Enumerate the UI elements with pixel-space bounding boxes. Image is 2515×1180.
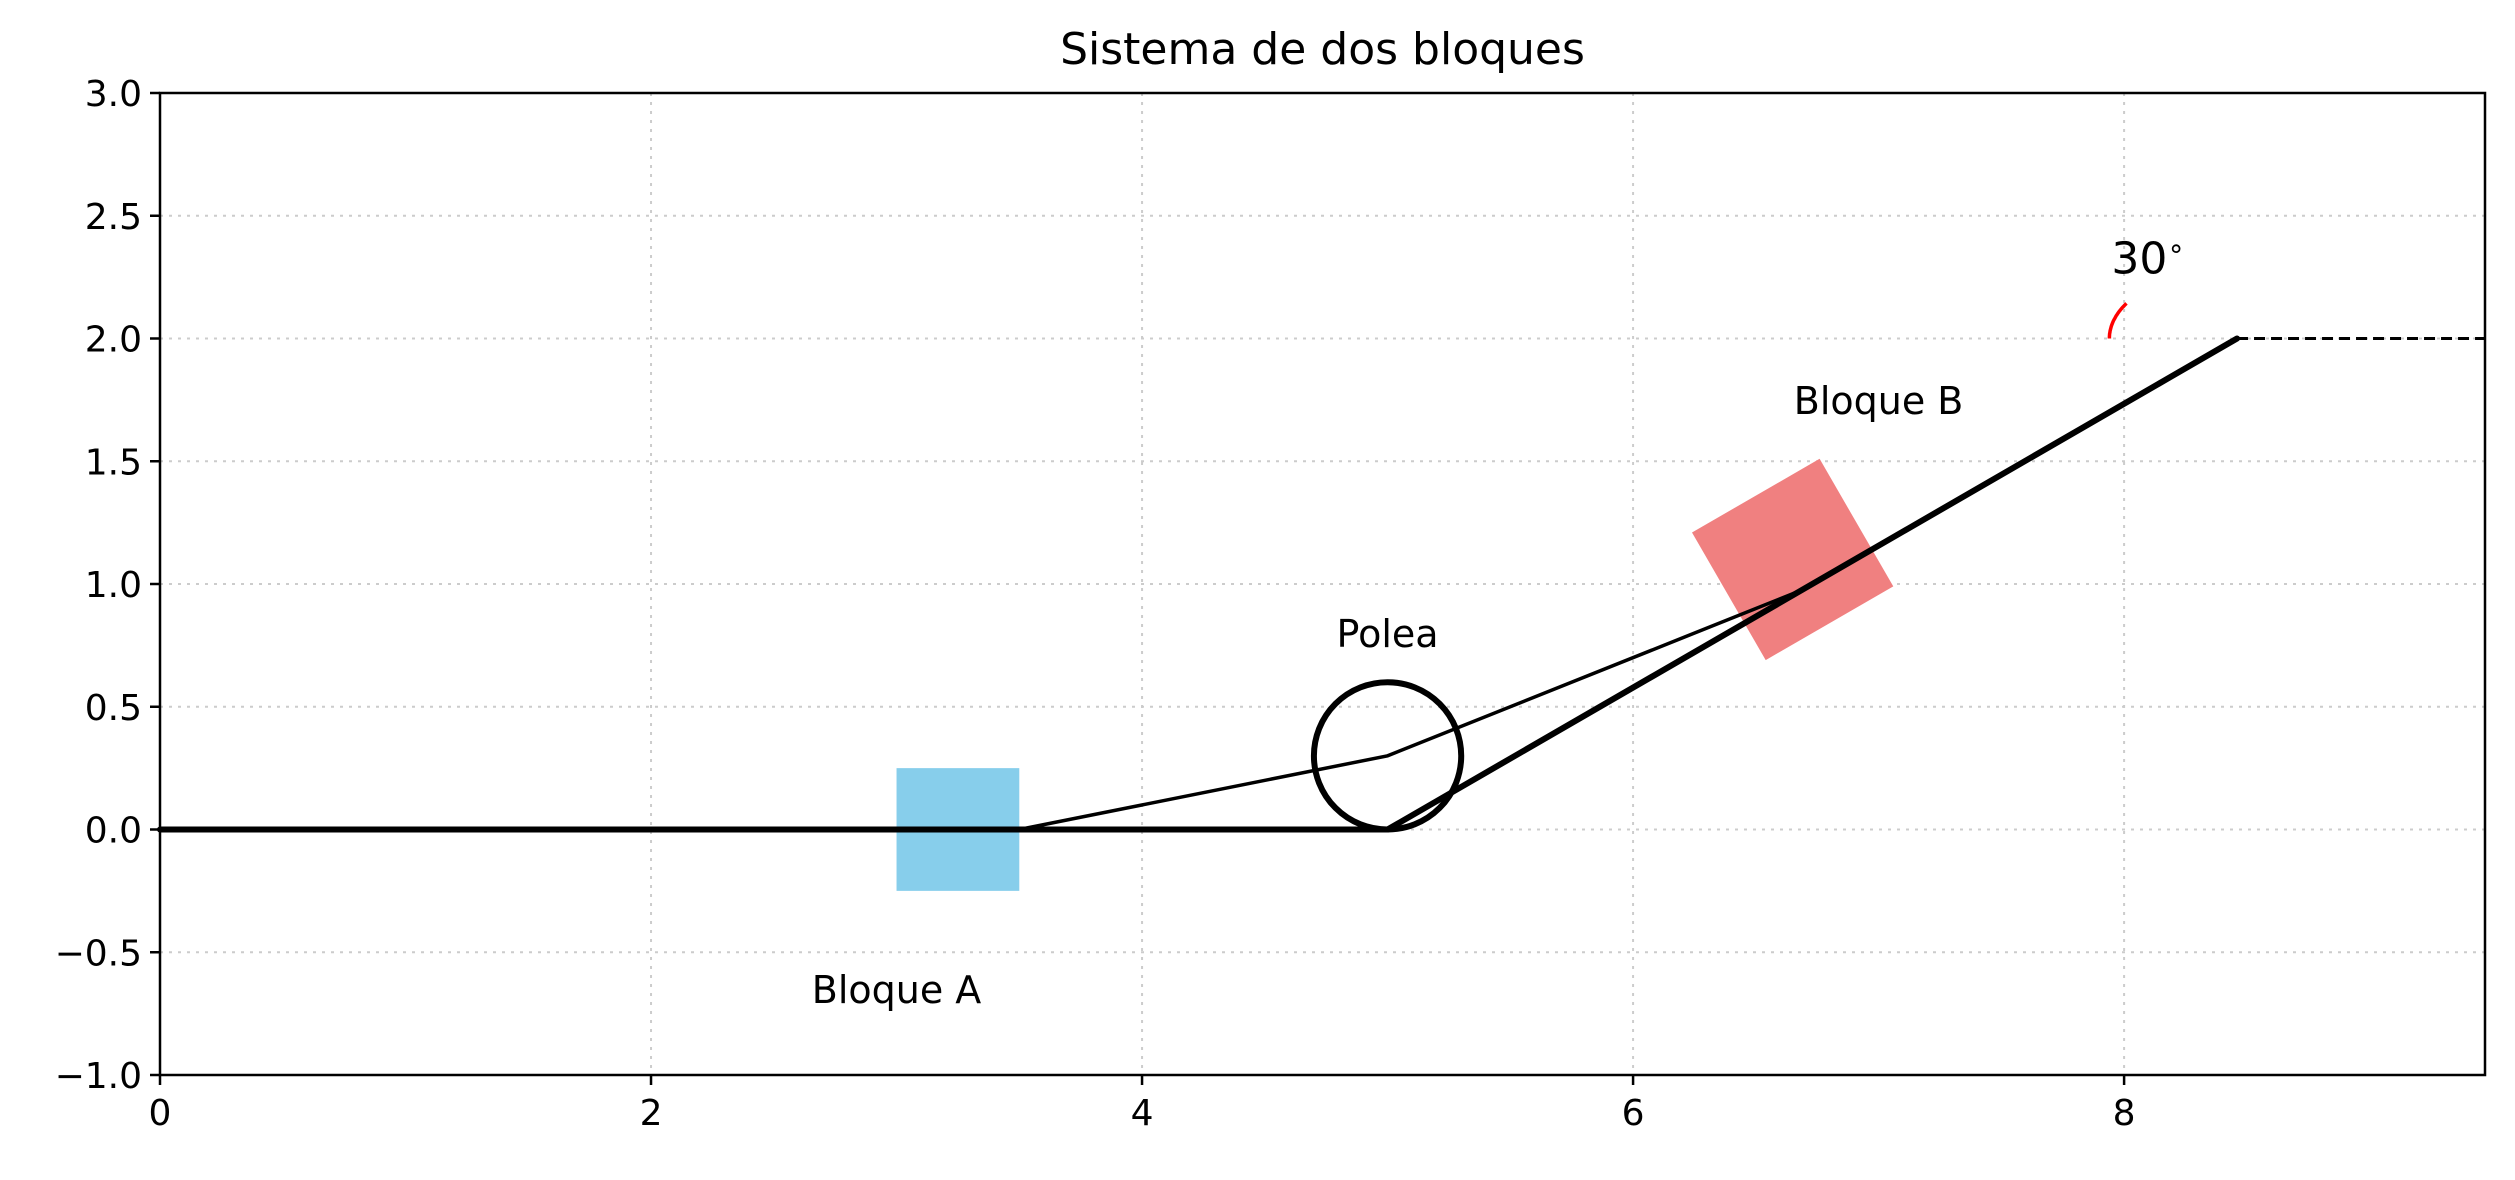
x-tick-label: 2 (640, 1093, 663, 1134)
rope (1018, 587, 1806, 832)
pulley (1310, 679, 1465, 833)
x-tick-label: 8 (2113, 1093, 2136, 1134)
degree-symbol: ∘ (2167, 231, 2185, 264)
y-tick-label: −1.0 (55, 1056, 142, 1097)
block-a-label: Bloque A (812, 968, 982, 1012)
y-tick-label: 0.0 (85, 811, 142, 852)
chart-title: Sistema de dos bloques (1060, 24, 1585, 75)
y-tick-label: 3.0 (85, 74, 142, 115)
x-tick-label: 4 (1131, 1093, 1154, 1134)
block-b-label: Bloque B (1794, 379, 1964, 423)
pulley-label: Polea (1337, 612, 1439, 656)
x-tick-label: 6 (1622, 1093, 1645, 1134)
angle-label: 30∘ (2111, 231, 2185, 284)
y-tick-label: 1.0 (85, 565, 142, 606)
block-b (1692, 458, 1894, 661)
incline-surface (1384, 335, 2241, 833)
y-tick-label: 1.5 (85, 442, 142, 483)
axes: 0 2 4 6 8 −1.0 −0.5 0.0 0.5 1.0 1.5 2.0 2.5 3.0 (55, 74, 2487, 1134)
y-tick-label: 2.5 (85, 197, 142, 238)
angle-value: 30 (2111, 233, 2167, 284)
y-tick-label: 0.5 (85, 688, 142, 729)
y-tick-label: 2.0 (85, 320, 142, 361)
y-tick-label: −0.5 (55, 933, 142, 974)
scene (157, 302, 2485, 891)
x-tick-label: 0 (149, 1093, 172, 1134)
angle-arc (2107, 302, 2128, 339)
